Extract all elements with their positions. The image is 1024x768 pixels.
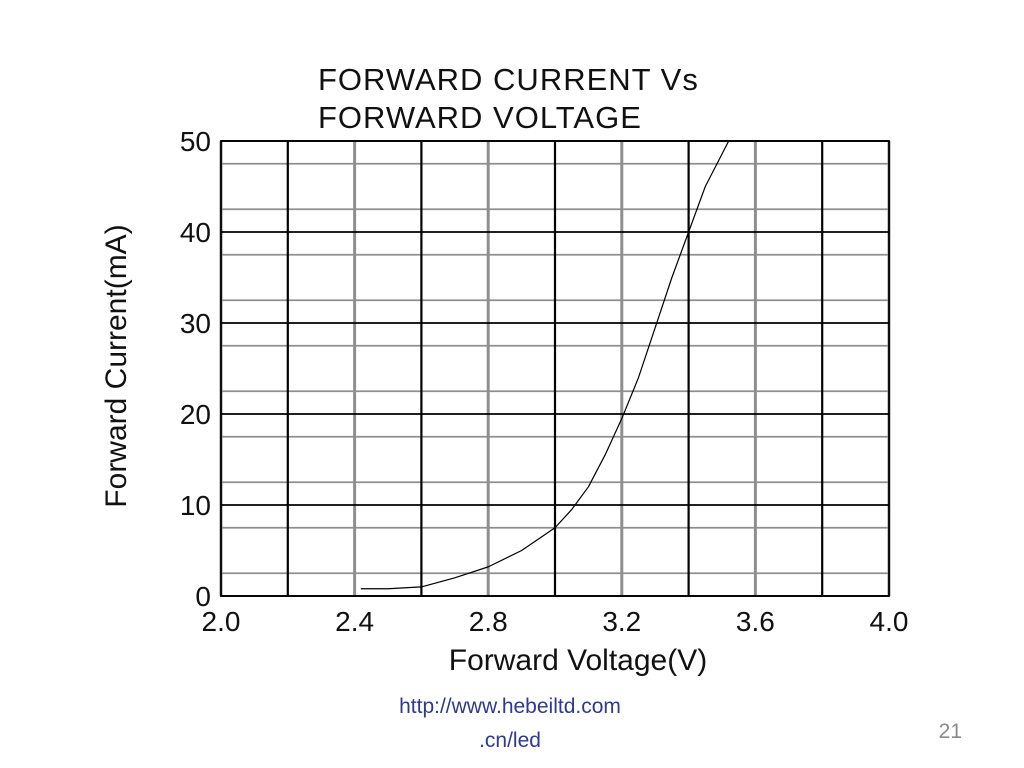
x-tick-label: 3.2 xyxy=(602,606,641,637)
y-tick-label: 30 xyxy=(180,308,211,339)
x-axis-label: Forward Voltage(V) xyxy=(449,644,707,677)
forward-current-curve xyxy=(360,140,730,590)
x-tick-label: 3.6 xyxy=(736,606,775,637)
chart-grid xyxy=(219,140,891,597)
y-tick-label: 40 xyxy=(180,217,211,248)
y-tick-label: 10 xyxy=(180,490,211,521)
source-link-line-2[interactable]: .cn/led xyxy=(479,729,541,752)
chart-tick-labels: 2.0 2.4 2.8 3.2 3.6 4.0 0 10 20 30 40 50 xyxy=(180,126,909,637)
source-link[interactable]: http://www.hebeiltd.com .cn/led xyxy=(340,690,680,758)
chart-series-layer xyxy=(360,140,730,590)
chart-title-line-2: FORWARD VOLTAGE xyxy=(318,100,642,135)
y-axis-label: Forward Current(mA) xyxy=(100,224,133,507)
x-tick-label: 2.0 xyxy=(202,606,241,637)
chart-title-line-1: FORWARD CURRENT Vs xyxy=(318,62,699,97)
x-tick-label: 4.0 xyxy=(870,606,909,637)
source-link-line-1[interactable]: http://www.hebeiltd.com xyxy=(399,695,621,718)
page-number: 21 xyxy=(938,720,962,743)
y-tick-label: 50 xyxy=(180,126,211,157)
plot-area-border xyxy=(220,140,890,597)
y-tick-label: 20 xyxy=(180,399,211,430)
x-tick-label: 2.4 xyxy=(335,606,374,637)
x-tick-label: 2.8 xyxy=(469,606,508,637)
y-tick-label: 0 xyxy=(195,581,211,612)
